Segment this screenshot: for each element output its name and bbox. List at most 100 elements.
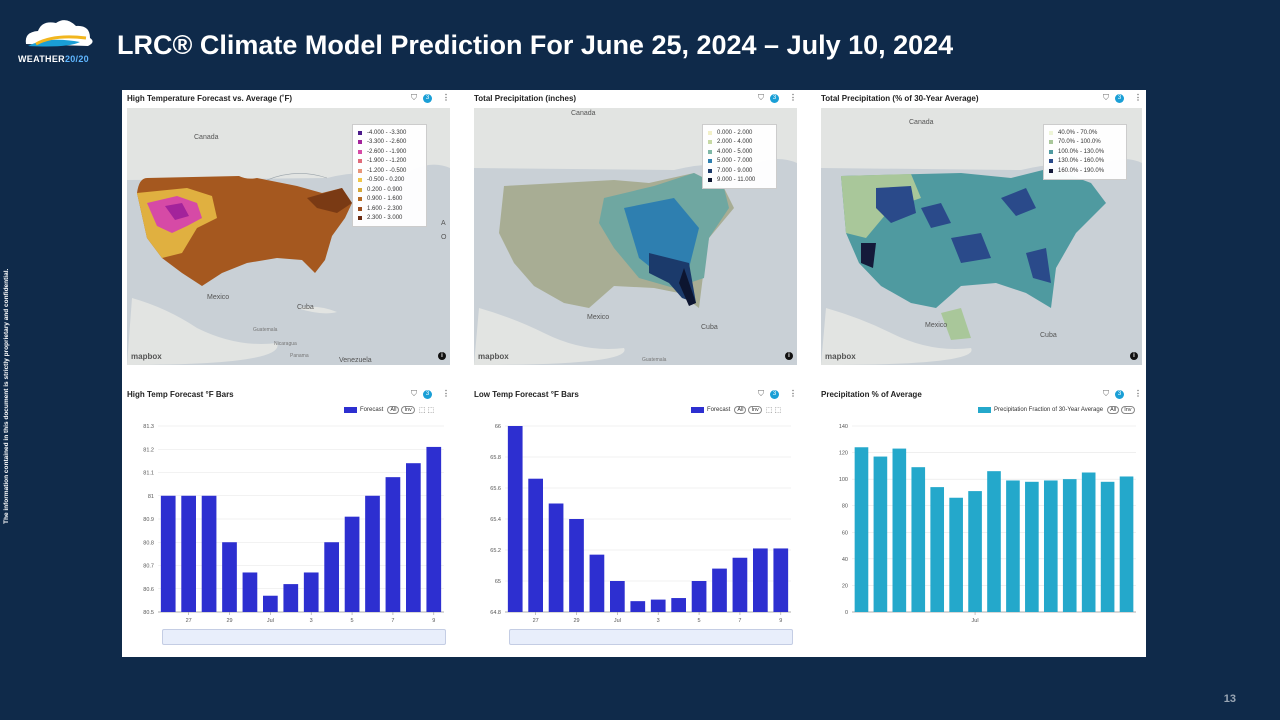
bar[interactable] xyxy=(548,503,564,613)
filter-icon[interactable]: ⛉ xyxy=(1103,93,1109,102)
bar[interactable] xyxy=(222,542,237,612)
bar[interactable] xyxy=(528,478,543,612)
bar[interactable] xyxy=(610,581,625,612)
bar[interactable] xyxy=(426,446,442,612)
filter-count-badge[interactable]: 3 xyxy=(423,94,432,103)
legend-item[interactable]: -2.600 - -1.900 xyxy=(358,147,421,157)
filter-count-badge[interactable]: 3 xyxy=(1115,390,1124,399)
bar[interactable] xyxy=(344,516,360,612)
all-button[interactable]: All xyxy=(1107,406,1120,414)
filter-count-badge[interactable]: 3 xyxy=(770,94,779,103)
all-button[interactable]: All xyxy=(387,406,400,414)
bar[interactable] xyxy=(854,447,869,612)
legend-item[interactable]: 130.0% - 160.0% xyxy=(1049,157,1121,167)
bar[interactable] xyxy=(385,477,401,612)
inv-button[interactable]: Inv xyxy=(748,406,762,414)
legend-item[interactable]: -1.900 - -1.200 xyxy=(358,157,421,167)
bar-chart-precip-percent[interactable]: 0 20 40 60 80 100 120 140 Jul xyxy=(816,386,1146,657)
legend-label[interactable]: Forecast xyxy=(707,407,731,413)
range-scroller[interactable] xyxy=(162,629,446,645)
legend-item[interactable]: 9.000 - 11.000 xyxy=(708,176,771,186)
mapbox-logo[interactable]: mapbox xyxy=(131,352,162,361)
more-options-icon[interactable]: ⋮ xyxy=(442,389,450,398)
bar[interactable] xyxy=(283,584,299,612)
bar[interactable] xyxy=(753,548,768,612)
bar[interactable] xyxy=(712,568,727,612)
bar[interactable] xyxy=(589,554,605,612)
bar[interactable] xyxy=(201,495,217,612)
filter-count-badge[interactable]: 3 xyxy=(423,390,432,399)
bar[interactable] xyxy=(1043,480,1058,612)
bar[interactable] xyxy=(987,471,1001,612)
map-total-precip[interactable]: Canada Mexico Cuba Guatemala 0.000 - 2.0… xyxy=(474,108,797,365)
bar[interactable] xyxy=(1119,476,1134,612)
bar[interactable] xyxy=(569,519,584,612)
bar[interactable] xyxy=(892,448,907,612)
bar[interactable] xyxy=(732,557,748,612)
legend-item[interactable]: 100.0% - 130.0% xyxy=(1049,147,1121,157)
inv-button[interactable]: Inv xyxy=(1121,406,1135,414)
legend-item[interactable]: 0.000 - 2.000 xyxy=(708,128,771,138)
bar[interactable] xyxy=(303,572,319,612)
bar[interactable] xyxy=(630,601,646,612)
info-icon[interactable]: i xyxy=(785,352,793,360)
bar[interactable] xyxy=(773,548,789,612)
filter-icon[interactable]: ⛉ xyxy=(411,389,417,398)
box-select-icon[interactable]: ⬚ xyxy=(765,407,773,414)
bar[interactable] xyxy=(160,495,176,612)
mapbox-logo[interactable]: mapbox xyxy=(478,352,509,361)
legend-item[interactable]: -1.200 - -0.500 xyxy=(358,166,421,176)
range-scroller[interactable] xyxy=(509,629,793,645)
bar[interactable] xyxy=(873,456,888,612)
info-icon[interactable]: i xyxy=(438,352,446,360)
filter-icon[interactable]: ⛉ xyxy=(411,93,417,102)
legend-item[interactable]: 2.300 - 3.000 xyxy=(358,214,421,224)
bar[interactable] xyxy=(507,426,523,612)
legend-item[interactable]: 70.0% - 100.0% xyxy=(1049,138,1121,148)
legend-item[interactable]: 160.0% - 190.0% xyxy=(1049,166,1121,176)
bar[interactable] xyxy=(263,595,278,612)
bar[interactable] xyxy=(406,463,421,612)
bar[interactable] xyxy=(242,572,258,612)
more-options-icon[interactable]: ⋮ xyxy=(1134,389,1142,398)
bar[interactable] xyxy=(1025,481,1039,612)
bar-chart-low-temp[interactable]: 64.8 65 65.2 65.4 65.6 65.8 66 27 29 Jul 3 5 7 9 xyxy=(469,386,801,657)
legend-item[interactable]: 2.000 - 4.000 xyxy=(708,138,771,148)
legend-item[interactable]: 1.600 - 2.300 xyxy=(358,204,421,214)
filter-icon[interactable]: ⛉ xyxy=(758,389,764,398)
more-options-icon[interactable]: ⋮ xyxy=(442,93,450,102)
box-select-icon[interactable]: ⬚ xyxy=(418,407,426,414)
legend-item[interactable]: -3.300 - -2.600 xyxy=(358,138,421,148)
filter-count-badge[interactable]: 3 xyxy=(1115,94,1124,103)
bar[interactable] xyxy=(968,491,982,612)
filter-icon[interactable]: ⛉ xyxy=(1103,389,1109,398)
bar[interactable] xyxy=(691,581,707,612)
bar[interactable] xyxy=(949,497,963,612)
bar[interactable] xyxy=(324,542,339,612)
legend-item[interactable]: 5.000 - 7.000 xyxy=(708,157,771,167)
bar[interactable] xyxy=(1006,480,1020,612)
map-precip-percent[interactable]: Canada Mexico Cuba 40.0% - 70.0% 70.0% - … xyxy=(821,108,1142,365)
legend-item[interactable]: 0.900 - 1.600 xyxy=(358,195,421,205)
legend-item[interactable]: 4.000 - 5.000 xyxy=(708,147,771,157)
bar[interactable] xyxy=(1081,472,1096,613)
bar[interactable] xyxy=(650,599,666,612)
more-options-icon[interactable]: ⋮ xyxy=(789,93,797,102)
reset-zoom-icon[interactable]: ⬚ xyxy=(774,407,782,414)
legend-item[interactable]: 0.200 - 0.900 xyxy=(358,185,421,195)
bar[interactable] xyxy=(930,487,945,612)
bar[interactable] xyxy=(1100,481,1115,612)
bar[interactable] xyxy=(181,495,196,612)
bar-chart-high-temp[interactable]: 80.5 80.6 80.7 80.8 80.9 81 81.1 81.2 81.3 27 29 Ju… xyxy=(122,386,454,657)
all-button[interactable]: All xyxy=(734,406,747,414)
more-options-icon[interactable]: ⋮ xyxy=(1134,93,1142,102)
bar[interactable] xyxy=(1062,479,1077,612)
filter-count-badge[interactable]: 3 xyxy=(770,390,779,399)
mapbox-logo[interactable]: mapbox xyxy=(825,352,856,361)
info-icon[interactable]: i xyxy=(1130,352,1138,360)
inv-button[interactable]: Inv xyxy=(401,406,415,414)
reset-zoom-icon[interactable]: ⬚ xyxy=(427,407,435,414)
more-options-icon[interactable]: ⋮ xyxy=(789,389,797,398)
filter-icon[interactable]: ⛉ xyxy=(758,93,764,102)
bar[interactable] xyxy=(911,467,926,612)
